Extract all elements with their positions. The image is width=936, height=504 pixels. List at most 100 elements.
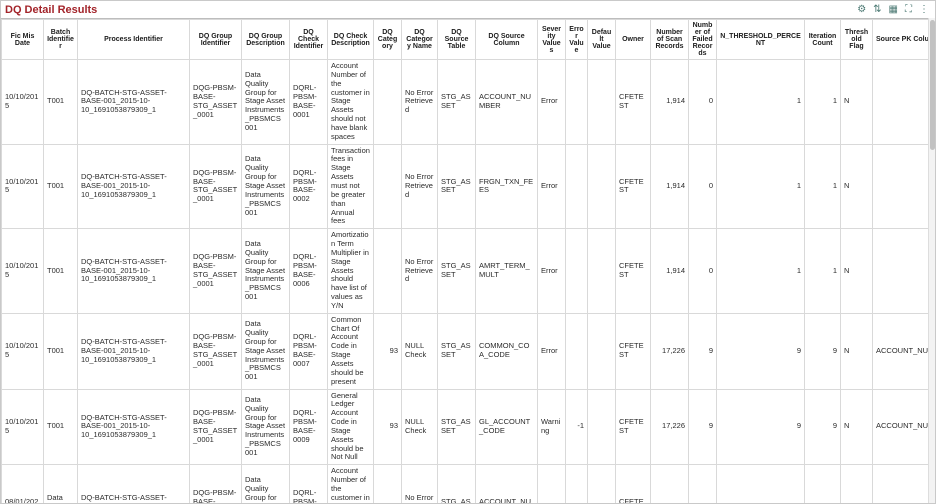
cell-dq_group_identifier: DQG-PBSM-BASE-STG_ASSET_0001 — [189, 228, 242, 314]
column-header-error_value[interactable]: Error Value — [565, 19, 588, 60]
cell-n_threshold_percent: 1 — [716, 59, 805, 145]
cell-dq_check_description: Common Chart Of Account Code in Stage As… — [327, 312, 374, 390]
cell-owner: CFETEST — [615, 464, 651, 503]
titlebar: DQ Detail Results ⚙ ⇅ ▦ ⛶ ⋮ — [1, 1, 935, 18]
cell-iteration_count: 9 — [804, 388, 841, 466]
column-header-number_of_scan_records[interactable]: Number of Scan Records — [650, 19, 689, 60]
column-header-dq_check_description[interactable]: DQ Check Description — [327, 19, 374, 60]
column-header-process_identifier[interactable]: Process Identifier — [77, 19, 190, 60]
cell-dq_group_identifier: DQG-PBSM-BASE-STG_ASSET_0001 — [189, 59, 242, 145]
cell-source_pk_column — [872, 228, 928, 314]
cell-dq_check_description: Account Number of the customer in Stage … — [327, 464, 374, 503]
cell-dq_check_identifier: DQRL-PBSM-BASE-0007 — [289, 312, 328, 390]
cell-dq_group_description: Data Quality Group for Stage Asset Instr… — [241, 59, 290, 145]
cell-dq_source_table: STG_ASSET — [437, 59, 476, 145]
results-grid: Fic Mis Date Batch Identifier Process Iden… — [1, 18, 928, 503]
expand-icon[interactable]: ⛶ — [905, 3, 912, 15]
cell-number_of_failed_records: 9 — [688, 388, 717, 466]
column-header-threshold_flag[interactable]: Threshold Flag — [840, 19, 873, 60]
column-header-severity_values[interactable]: Severity Values — [537, 19, 566, 60]
column-header-default_value[interactable]: Default Value — [587, 19, 616, 60]
cell-threshold_flag: N — [840, 388, 873, 466]
cell-default_value — [587, 143, 616, 230]
toolbar-icons: ⚙ ⇅ ▦ ⛶ ⋮ — [857, 3, 929, 15]
cell-dq_check_identifier: DQRL-PBSM-BASE-0001 — [289, 59, 328, 145]
cell-number_of_scan_records: 1,914 — [650, 228, 689, 314]
cell-dq_source_column: AMRT_TERM_MULT — [475, 228, 538, 314]
scrollbar-thumb[interactable] — [930, 20, 935, 150]
column-header-dq_source_column[interactable]: DQ Source Column — [475, 19, 538, 60]
column-header-source_pk_column[interactable]: Source PK Colu — [872, 19, 928, 60]
more-options-icon[interactable]: ⋮ — [919, 3, 929, 15]
cell-severity_values: Error — [537, 59, 566, 145]
cell-dq_check_description: Account Number of the customer in Stage … — [327, 59, 374, 145]
header-row: Fic Mis Date Batch Identifier Process Iden… — [1, 19, 928, 60]
column-header-number_of_failed_records[interactable]: Number of Failed Records — [688, 19, 717, 60]
cell-default_value — [587, 228, 616, 314]
vertical-scrollbar[interactable] — [928, 18, 935, 503]
cell-error_value — [565, 143, 588, 230]
cell-number_of_scan_records: 1,914 — [650, 143, 689, 230]
cell-dq_source_column: ACCOUNT_NUMBER — [475, 59, 538, 145]
cell-process_identifier: DQ-BATCH-STG-ASSET-BASE-001_2015-10-10_1… — [77, 464, 190, 503]
column-header-dq_source_table[interactable]: DQ Source Table — [437, 19, 476, 60]
column-header-dq_group_description[interactable]: DQ Group Description — [241, 19, 290, 60]
table-row: 10/10/2015 T001 DQ-BATCH-STG-ASSET-BASE-00… — [1, 312, 928, 390]
dq-results-table: Fic Mis Date Batch Identifier Process Iden… — [1, 19, 928, 503]
sort-icon[interactable]: ⇅ — [873, 3, 882, 15]
cell-number_of_failed_records: 0 — [688, 464, 717, 503]
cell-owner: CFETEST — [615, 312, 651, 390]
cell-batch_identifier: T001 — [43, 388, 78, 466]
cell-iteration_count: 1 — [804, 143, 841, 230]
cell-n_threshold_percent: 9 — [716, 388, 805, 466]
cell-fic_mis_date: 10/10/2015 — [1, 143, 44, 230]
cell-iteration_count: 1 — [804, 464, 841, 503]
cell-fic_mis_date: 10/10/2015 — [1, 388, 44, 466]
column-header-fic_mis_date[interactable]: Fic Mis Date — [1, 19, 44, 60]
cell-error_value — [565, 312, 588, 390]
cell-owner: CFETEST — [615, 59, 651, 145]
cell-dq_category_name: No Error Retrieved — [401, 228, 438, 314]
cell-dq_source_column: COMMON_COA_CODE — [475, 312, 538, 390]
cell-dq_source_column: ACCOUNT_NUMBER — [475, 464, 538, 503]
cell-n_threshold_percent: 1 — [716, 143, 805, 230]
column-header-dq_category_name[interactable]: DQ Category Name — [401, 19, 438, 60]
cell-dq_group_identifier: DQG-PBSM-BASE-STG_ASSET_0001 — [189, 312, 242, 390]
cell-fic_mis_date: 10/10/2015 — [1, 312, 44, 390]
cell-error_value — [565, 228, 588, 314]
column-header-owner[interactable]: Owner — [615, 19, 651, 60]
cell-dq_category — [373, 228, 402, 314]
column-header-dq_check_identifier[interactable]: DQ Check Identifier — [289, 19, 328, 60]
column-header-n_threshold_percent[interactable]: N_THRESHOLD_PERCENT — [716, 19, 805, 60]
cell-dq_group_identifier: DQG-PBSM-BASE-STG_ASSET_0001 — [189, 143, 242, 230]
cell-dq_group_description: Data Quality Group for Stage Asset Instr… — [241, 464, 290, 503]
cell-dq_category — [373, 59, 402, 145]
cell-process_identifier: DQ-BATCH-STG-ASSET-BASE-001_2015-10-10_1… — [77, 59, 190, 145]
cell-dq_category — [373, 143, 402, 230]
cell-threshold_flag: N — [840, 312, 873, 390]
cell-dq_source_table: STG_ASSET — [437, 143, 476, 230]
cell-number_of_failed_records: 9 — [688, 312, 717, 390]
table-row: 10/10/2015 T001 DQ-BATCH-STG-ASSET-BASE-00… — [1, 143, 928, 230]
cell-number_of_scan_records: 1,914 — [650, 59, 689, 145]
cell-fic_mis_date: 08/01/2023 — [1, 464, 44, 503]
cell-dq_group_description: Data Quality Group for Stage Asset Instr… — [241, 143, 290, 230]
cell-dq_source_table: STG_ASSET — [437, 388, 476, 466]
column-header-iteration_count[interactable]: Iteration Count — [804, 19, 841, 60]
settings-icon[interactable]: ⚙ — [857, 3, 867, 15]
cell-default_value — [587, 59, 616, 145]
cell-iteration_count: 1 — [804, 59, 841, 145]
cell-number_of_scan_records: 17,226 — [650, 388, 689, 466]
column-header-dq_group_identifier[interactable]: DQ Group Identifier — [189, 19, 242, 60]
cell-source_pk_column: ACCOUNT_NUMBER,A — [872, 388, 928, 466]
cell-source_pk_column — [872, 464, 928, 503]
cell-process_identifier: DQ-BATCH-STG-ASSET-BASE-001_2015-10-10_1… — [77, 228, 190, 314]
grid-icon[interactable]: ▦ — [888, 3, 898, 15]
column-header-dq_category[interactable]: DQ Category — [373, 19, 402, 60]
table-row: 08/01/2023Data Quality BatchDQ-BATCH-STG… — [1, 464, 928, 503]
cell-dq_check_identifier: DQRL-PBSM-BASE-0001 — [289, 464, 328, 503]
cell-number_of_failed_records: 0 — [688, 59, 717, 145]
cell-dq_category — [373, 464, 402, 503]
column-header-batch_identifier[interactable]: Batch Identifier — [43, 19, 78, 60]
